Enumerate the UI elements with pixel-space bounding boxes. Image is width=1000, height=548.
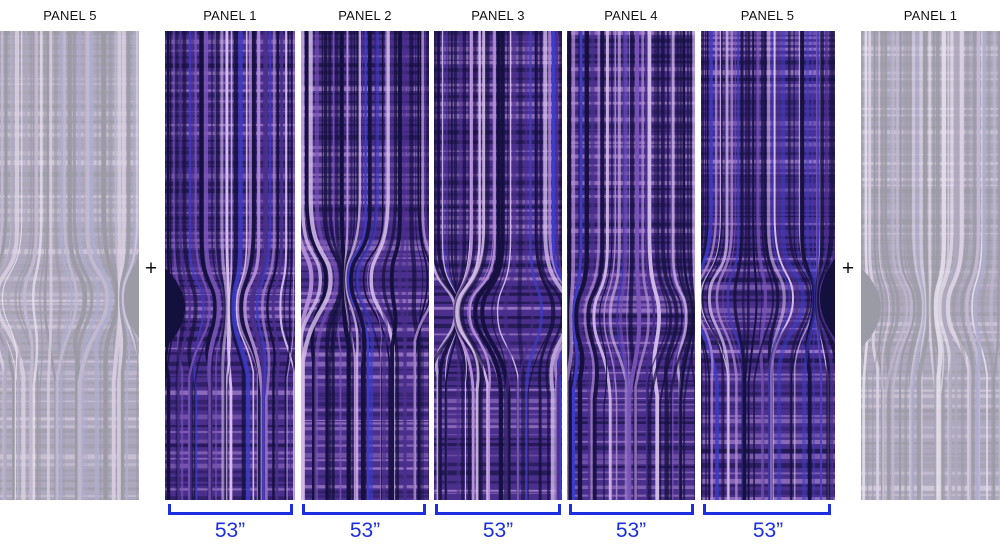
- width-bracket-panel-1: [168, 504, 293, 515]
- width-label-panel-5: 53”: [752, 519, 784, 542]
- panel-1: [165, 31, 295, 500]
- label-panel-1: PANEL 1: [203, 8, 257, 23]
- panel-pattern: [0, 31, 139, 500]
- label-panel-3: PANEL 3: [471, 8, 525, 23]
- label-panel-4: PANEL 4: [604, 8, 658, 23]
- panel-pattern: [861, 31, 1000, 500]
- label-panel-5: PANEL 5: [740, 8, 795, 23]
- panel-pattern: [701, 31, 835, 500]
- width-label-panel-1: 53”: [214, 519, 246, 542]
- width-bracket-panel-5: [703, 504, 831, 515]
- label-left-preview: PANEL 5: [43, 8, 97, 23]
- width-bracket-panel-3: [435, 504, 561, 515]
- panel-4: [567, 31, 695, 500]
- width-label-panel-4: 53”: [615, 519, 647, 542]
- label-panel-2: PANEL 2: [338, 8, 392, 23]
- repeat-plus-icon-left: +: [144, 257, 158, 280]
- width-bracket-panel-2: [302, 504, 426, 515]
- width-label-panel-3: 53”: [482, 519, 514, 542]
- panel-pattern: [165, 31, 295, 500]
- panel-left-preview: [0, 31, 139, 500]
- label-right-preview: PANEL 1: [903, 8, 958, 23]
- panel-2: [301, 31, 429, 500]
- panel-5: [701, 31, 835, 500]
- width-label-panel-2: 53”: [349, 519, 381, 542]
- panel-pattern: [567, 31, 695, 500]
- panel-pattern: [434, 31, 562, 500]
- repeat-plus-icon-right: +: [841, 257, 855, 280]
- panel-right-preview: [861, 31, 1000, 500]
- panel-pattern: [301, 31, 429, 500]
- panel-3: [434, 31, 562, 500]
- width-bracket-panel-4: [569, 504, 694, 515]
